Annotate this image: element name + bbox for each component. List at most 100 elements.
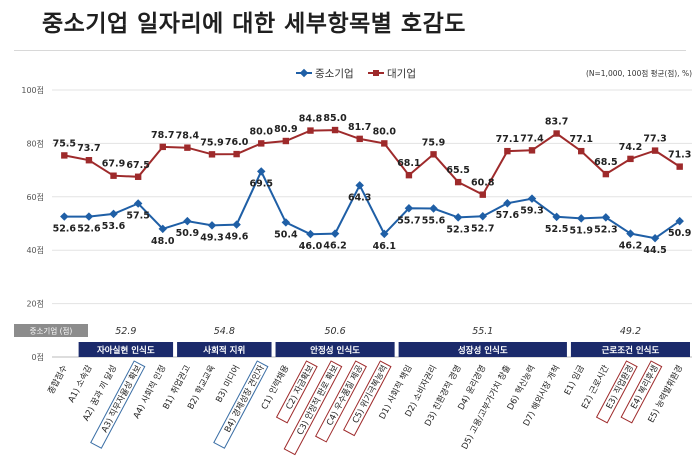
data-point	[676, 163, 683, 170]
data-label: 71.3	[668, 150, 691, 161]
data-label: 50.9	[668, 228, 691, 239]
group-row-header	[14, 324, 88, 337]
y-tick-label: 80점	[26, 138, 44, 148]
data-label: 68.5	[594, 157, 617, 168]
group-band	[398, 342, 567, 357]
data-point	[282, 137, 290, 145]
data-point	[381, 140, 388, 147]
x-tick-highlight-box	[315, 360, 367, 443]
data-label: 55.6	[422, 216, 446, 227]
data-point	[134, 173, 142, 180]
data-label: 80.9	[274, 124, 297, 135]
data-label: 67.9	[102, 159, 125, 170]
x-tick-highlight-box	[343, 360, 392, 437]
data-label: 60.8	[471, 178, 495, 189]
data-label: 50.4	[274, 229, 298, 240]
group-band	[275, 342, 395, 357]
y-tick-label: 0점	[32, 352, 44, 362]
data-label: 73.7	[77, 143, 100, 154]
data-label: 65.5	[446, 165, 469, 176]
data-point	[478, 212, 488, 221]
data-label: 59.3	[520, 206, 543, 217]
data-point	[479, 191, 486, 198]
data-label: 68.1	[397, 158, 420, 169]
legend-label: 중소기업	[315, 67, 354, 80]
data-label: 77.4	[520, 133, 544, 144]
data-label: 55.7	[397, 215, 420, 226]
y-tick-label: 20점	[26, 299, 44, 309]
data-point	[110, 172, 117, 179]
data-label: 50.9	[176, 228, 199, 239]
series-line	[64, 169, 681, 240]
x-tick-highlight-box	[275, 360, 318, 424]
data-point	[184, 144, 191, 151]
legend-marker	[373, 70, 379, 76]
data-point	[627, 155, 634, 163]
x-tick-highlight-box	[90, 360, 146, 449]
data-label: 78.4	[176, 131, 200, 142]
data-point	[84, 212, 94, 221]
data-label: 80.0	[250, 126, 274, 137]
group-score: 54.8	[214, 326, 235, 337]
y-tick-label: 100점	[21, 85, 44, 95]
group-score: 49.2	[620, 326, 641, 337]
data-point	[454, 178, 462, 186]
y-tick-label: 40점	[26, 245, 44, 255]
data-point	[578, 147, 585, 155]
data-point	[159, 143, 166, 151]
data-point	[133, 199, 143, 208]
data-label: 64.3	[348, 192, 371, 203]
data-point	[404, 204, 414, 213]
data-point	[430, 151, 437, 158]
data-label: 49.6	[225, 232, 249, 243]
x-tick-highlight-box	[213, 360, 269, 449]
group-score: 55.1	[472, 326, 493, 337]
page-title: 중소기업 일자리에 대한 세부항목별 호감도	[42, 11, 466, 37]
data-point	[61, 152, 68, 159]
data-point	[453, 213, 463, 222]
data-point	[576, 214, 586, 223]
data-label: 46.2	[323, 241, 346, 252]
data-label: 81.7	[348, 122, 371, 133]
data-label: 84.8	[299, 114, 323, 125]
data-point	[183, 216, 192, 226]
data-point	[380, 229, 389, 239]
title-divider	[14, 50, 686, 51]
data-label: 57.6	[496, 210, 520, 221]
data-label: 75.9	[422, 137, 445, 148]
data-point	[355, 181, 364, 190]
data-label: 52.6	[77, 224, 101, 235]
data-label: 52.5	[545, 224, 568, 235]
data-label: 78.7	[151, 130, 174, 141]
data-point	[503, 198, 512, 208]
data-label: 53.6	[102, 221, 126, 232]
data-label: 77.1	[570, 134, 593, 145]
data-point	[306, 229, 315, 239]
x-tick-label: A1) 소속감	[66, 363, 95, 404]
data-point	[158, 224, 168, 234]
data-label: 51.9	[570, 225, 593, 236]
data-label: 83.7	[545, 117, 568, 128]
data-label: 44.5	[643, 245, 666, 256]
data-point	[281, 218, 291, 227]
data-point	[331, 126, 339, 134]
group-band	[177, 342, 272, 357]
data-point	[307, 127, 314, 134]
data-label: 75.9	[200, 137, 223, 148]
data-label: 74.2	[619, 142, 642, 153]
group-label: 자아실현 인식도	[97, 345, 155, 356]
data-label: 52.7	[471, 223, 494, 234]
data-label: 85.0	[323, 113, 347, 124]
data-point	[207, 221, 217, 230]
data-label: 52.6	[53, 224, 77, 235]
data-point	[504, 147, 511, 155]
data-label: 57.5	[126, 210, 149, 221]
x-tick-label: 종합점수	[46, 363, 70, 396]
data-label: 75.5	[53, 138, 76, 149]
chart-note: (N=1,000, 100점 평균(점), %)	[586, 68, 692, 78]
data-point	[60, 212, 69, 221]
data-point	[429, 204, 438, 213]
data-point	[356, 135, 363, 143]
